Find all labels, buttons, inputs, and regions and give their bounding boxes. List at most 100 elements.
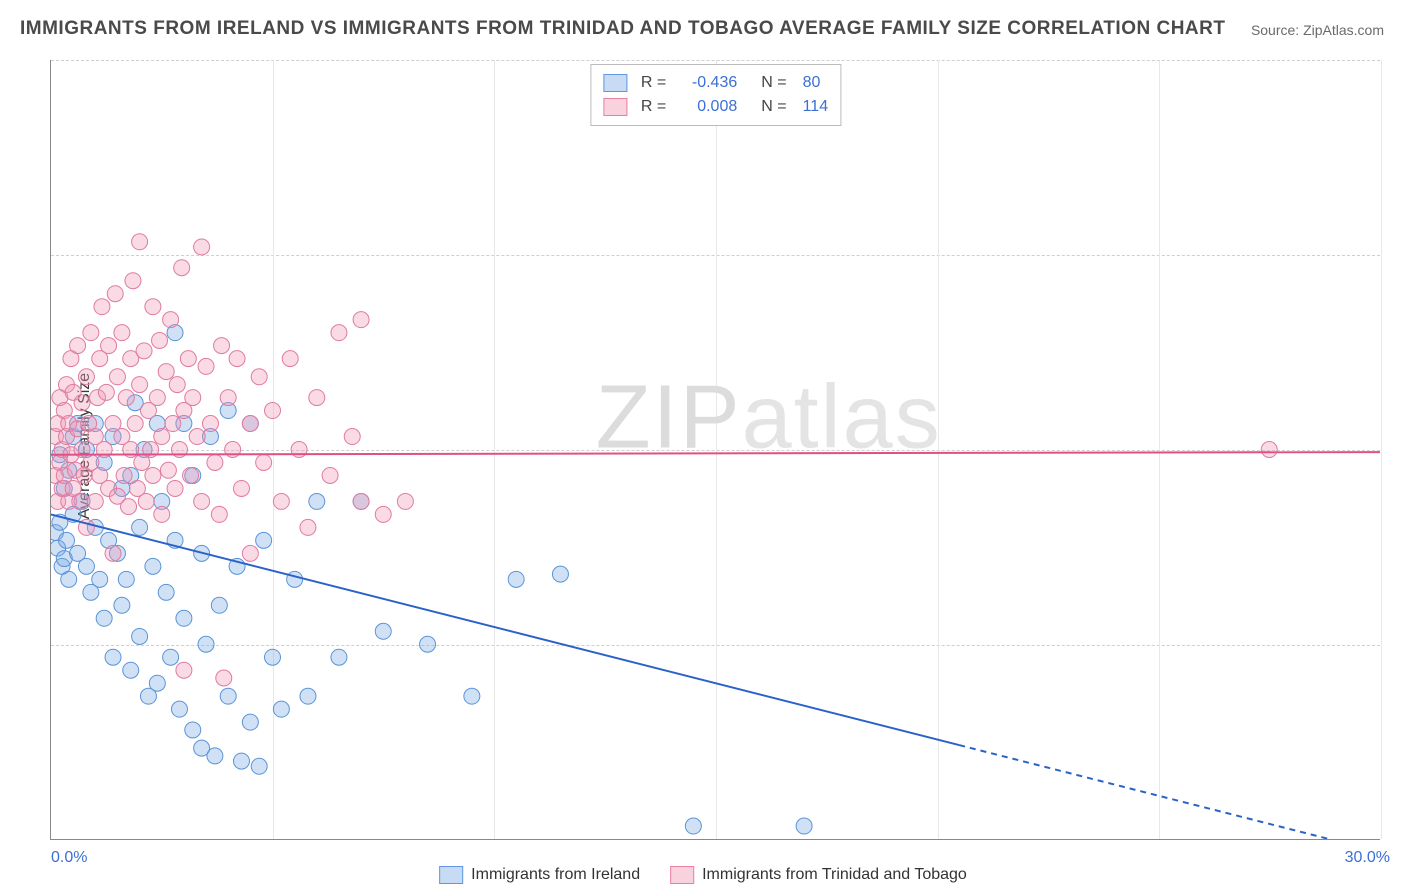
data-point xyxy=(353,312,369,328)
data-point xyxy=(273,701,289,717)
data-point xyxy=(105,545,121,561)
r-value: -0.436 xyxy=(682,74,737,92)
data-point xyxy=(233,753,249,769)
data-point xyxy=(114,597,130,613)
y-tick-label: 4.25 xyxy=(1390,246,1406,264)
data-point xyxy=(167,480,183,496)
chart-title: IMMIGRANTS FROM IRELAND VS IMMIGRANTS FR… xyxy=(20,18,1225,40)
data-point xyxy=(265,403,281,419)
data-point xyxy=(132,519,148,535)
data-point xyxy=(105,649,121,665)
data-point xyxy=(176,662,192,678)
chart-svg xyxy=(51,60,1380,839)
data-point xyxy=(251,758,267,774)
series-legend: Immigrants from Ireland Immigrants from … xyxy=(439,866,967,884)
data-point xyxy=(265,649,281,665)
data-point xyxy=(207,748,223,764)
data-point xyxy=(194,239,210,255)
data-point xyxy=(78,369,94,385)
data-point xyxy=(180,351,196,367)
data-point xyxy=(154,429,170,445)
data-point xyxy=(149,675,165,691)
source-label: Source: ZipAtlas.com xyxy=(1251,22,1384,38)
data-point xyxy=(83,325,99,341)
data-point xyxy=(300,688,316,704)
data-point xyxy=(202,416,218,432)
data-point xyxy=(154,506,170,522)
data-point xyxy=(1261,442,1277,458)
data-point xyxy=(282,351,298,367)
data-point xyxy=(59,532,75,548)
data-point xyxy=(242,714,258,730)
data-point xyxy=(72,493,88,509)
data-point xyxy=(375,623,391,639)
swatch-icon xyxy=(603,98,627,116)
data-point xyxy=(132,377,148,393)
data-point xyxy=(101,338,117,354)
data-point xyxy=(145,558,161,574)
data-point xyxy=(107,286,123,302)
legend-item-ireland: Immigrants from Ireland xyxy=(439,866,640,884)
data-point xyxy=(251,369,267,385)
swatch-icon xyxy=(439,866,463,884)
data-point xyxy=(132,628,148,644)
data-point xyxy=(287,571,303,587)
n-value: 80 xyxy=(803,74,821,92)
data-point xyxy=(207,454,223,470)
y-tick-label: 5.00 xyxy=(1390,51,1406,69)
n-label: N = xyxy=(761,98,786,116)
data-point xyxy=(183,467,199,483)
data-point xyxy=(322,467,338,483)
n-label: N = xyxy=(761,74,786,92)
data-point xyxy=(796,818,812,834)
trend-line-dashed xyxy=(959,745,1380,839)
data-point xyxy=(174,260,190,276)
x-max-label: 30.0% xyxy=(1345,849,1390,867)
data-point xyxy=(198,636,214,652)
data-point xyxy=(158,584,174,600)
data-point xyxy=(331,325,347,341)
data-point xyxy=(242,416,258,432)
plot-area: ZIPatlas R = -0.436 N = 80 R = 0.008 N =… xyxy=(50,60,1380,840)
r-label: R = xyxy=(641,74,666,92)
legend-row-ireland: R = -0.436 N = 80 xyxy=(603,71,828,95)
data-point xyxy=(109,369,125,385)
data-point xyxy=(78,558,94,574)
data-point xyxy=(94,299,110,315)
data-point xyxy=(145,467,161,483)
data-point xyxy=(160,462,176,478)
data-point xyxy=(344,429,360,445)
trend-line xyxy=(51,452,1380,455)
data-point xyxy=(61,571,77,587)
data-point xyxy=(149,390,165,406)
data-point xyxy=(256,454,272,470)
data-point xyxy=(685,818,701,834)
data-point xyxy=(114,325,130,341)
data-point xyxy=(220,688,236,704)
data-point xyxy=(189,429,205,445)
data-point xyxy=(138,493,154,509)
data-point xyxy=(229,351,245,367)
data-point xyxy=(158,364,174,380)
data-point xyxy=(464,688,480,704)
data-point xyxy=(309,390,325,406)
data-point xyxy=(508,571,524,587)
data-point xyxy=(353,493,369,509)
data-point xyxy=(220,390,236,406)
swatch-icon xyxy=(603,74,627,92)
r-label: R = xyxy=(641,98,666,116)
data-point xyxy=(552,566,568,582)
data-point xyxy=(118,390,134,406)
data-point xyxy=(233,480,249,496)
data-point xyxy=(70,338,86,354)
data-point xyxy=(256,532,272,548)
data-point xyxy=(214,338,230,354)
data-point xyxy=(98,384,114,400)
data-point xyxy=(116,467,132,483)
n-value: 114 xyxy=(803,98,829,116)
legend-item-trinidad: Immigrants from Trinidad and Tobago xyxy=(670,866,967,884)
data-point xyxy=(121,499,137,515)
x-min-label: 0.0% xyxy=(51,849,87,867)
data-point xyxy=(171,701,187,717)
y-tick-label: 3.50 xyxy=(1390,441,1406,459)
